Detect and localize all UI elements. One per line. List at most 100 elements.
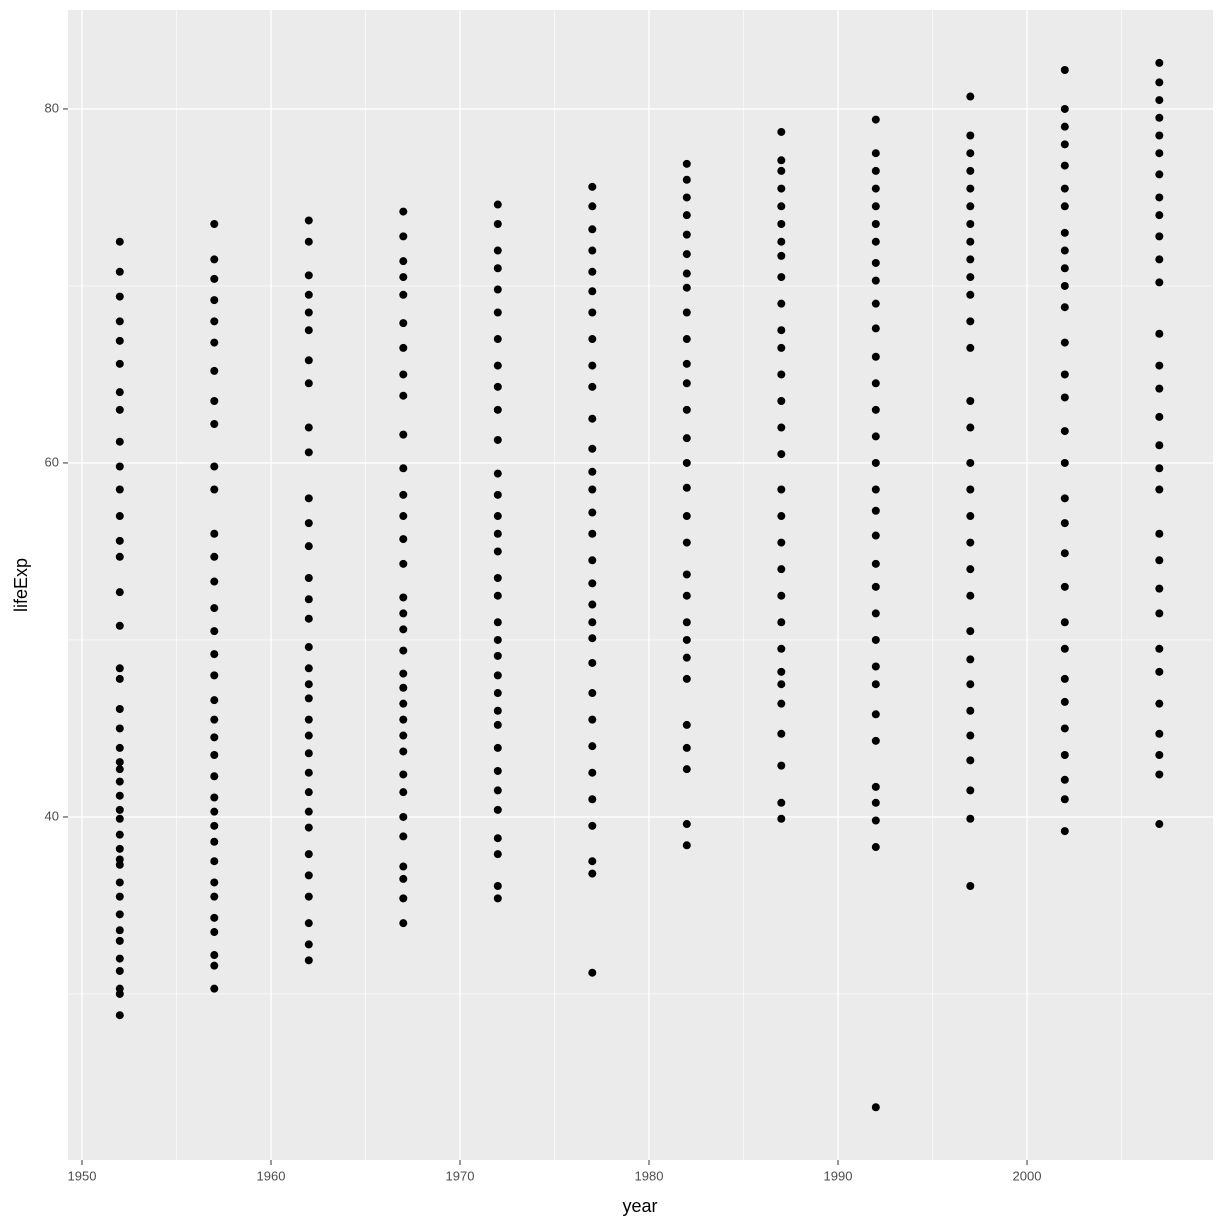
x-axis-title: year: [622, 1196, 657, 1216]
point: [871, 710, 880, 719]
point: [1060, 140, 1069, 149]
point: [493, 834, 502, 843]
point: [1155, 170, 1164, 179]
point: [682, 820, 691, 829]
point: [871, 258, 880, 267]
point: [1155, 329, 1164, 338]
point: [493, 490, 502, 499]
point: [115, 984, 124, 993]
point: [304, 356, 313, 365]
point: [682, 618, 691, 627]
point: [871, 202, 880, 211]
point: [777, 680, 786, 689]
point: [115, 674, 124, 683]
point: [304, 542, 313, 551]
point: [210, 696, 219, 705]
point: [210, 671, 219, 680]
point: [871, 816, 880, 825]
point: [304, 423, 313, 432]
point: [493, 689, 502, 698]
point: [493, 435, 502, 444]
point: [682, 570, 691, 579]
point: [1060, 228, 1069, 237]
point: [493, 805, 502, 814]
point: [777, 202, 786, 211]
point: [588, 768, 597, 777]
point: [871, 219, 880, 228]
point: [777, 166, 786, 175]
point: [588, 382, 597, 391]
point: [871, 485, 880, 494]
point: [210, 650, 219, 659]
point: [210, 219, 219, 228]
point: [304, 290, 313, 299]
point: [777, 538, 786, 547]
point: [1060, 458, 1069, 467]
point: [493, 361, 502, 370]
point: [682, 250, 691, 259]
point: [871, 324, 880, 333]
point: [493, 382, 502, 391]
point: [304, 731, 313, 740]
point: [210, 857, 219, 866]
point: [493, 591, 502, 600]
point: [682, 211, 691, 220]
point: [399, 683, 408, 692]
point: [588, 715, 597, 724]
point: [682, 458, 691, 467]
point: [115, 814, 124, 823]
point: [304, 448, 313, 457]
point: [966, 149, 975, 158]
point: [115, 830, 124, 839]
point: [304, 643, 313, 652]
point: [1155, 644, 1164, 653]
point: [399, 862, 408, 871]
point: [966, 627, 975, 636]
point: [871, 662, 880, 671]
x-tick-label: 1970: [446, 1168, 475, 1183]
point: [1060, 795, 1069, 804]
point: [210, 807, 219, 816]
point: [966, 255, 975, 264]
point: [304, 494, 313, 503]
point: [304, 216, 313, 225]
point: [871, 299, 880, 308]
point: [1155, 441, 1164, 450]
point: [871, 506, 880, 515]
point: [682, 335, 691, 344]
point: [777, 761, 786, 770]
point: [210, 317, 219, 326]
axes: 1950 1960 1970 1980 1990 2000 40 60 80: [45, 100, 1042, 1183]
point: [115, 267, 124, 276]
point: [588, 508, 597, 517]
point: [777, 591, 786, 600]
point: [777, 618, 786, 627]
point: [966, 317, 975, 326]
point: [1060, 724, 1069, 733]
point: [682, 159, 691, 168]
point: [493, 786, 502, 795]
point: [777, 370, 786, 379]
point: [399, 319, 408, 328]
point: [493, 743, 502, 752]
point: [682, 538, 691, 547]
point: [871, 609, 880, 618]
grid: [68, 10, 1213, 1160]
point: [871, 736, 880, 745]
point: [399, 464, 408, 473]
point: [493, 881, 502, 890]
point: [871, 115, 880, 124]
point: [115, 388, 124, 397]
point: [588, 246, 597, 255]
point: [493, 635, 502, 644]
point: [399, 609, 408, 618]
point: [115, 704, 124, 713]
point: [210, 837, 219, 846]
point: [777, 667, 786, 676]
point: [399, 646, 408, 655]
point: [1060, 104, 1069, 113]
point: [588, 579, 597, 588]
point: [1155, 96, 1164, 105]
point: [777, 184, 786, 193]
point: [682, 674, 691, 683]
